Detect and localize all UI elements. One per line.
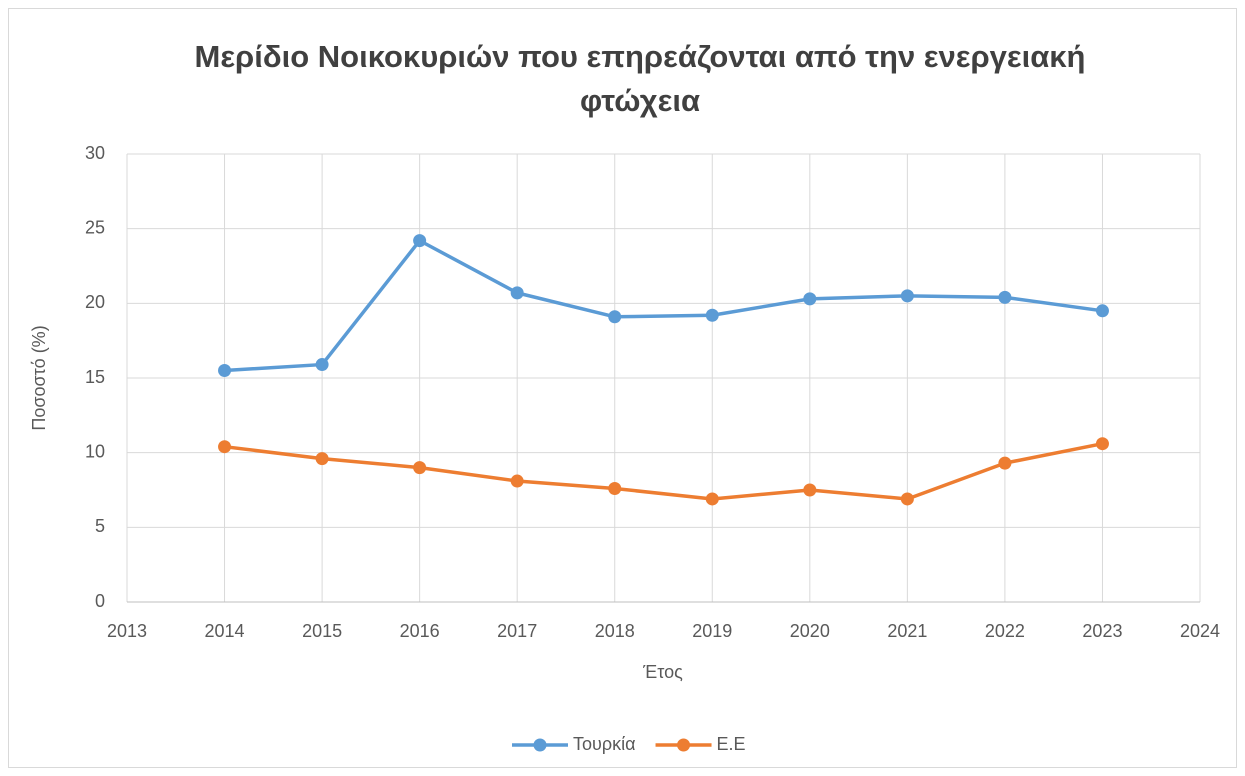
point	[705, 492, 719, 506]
x-tick-label: 2018	[595, 621, 635, 641]
x-tick-label: 2014	[205, 621, 245, 641]
legend-marker	[533, 738, 547, 752]
x-tick-label: 2013	[107, 621, 147, 641]
point	[900, 289, 914, 303]
point	[315, 452, 329, 466]
point	[998, 456, 1012, 470]
y-tick-label: 25	[85, 217, 105, 237]
y-tick-label: 30	[85, 143, 105, 163]
x-tick-label: 2016	[400, 621, 440, 641]
x-tick-label: 2017	[497, 621, 537, 641]
point	[413, 461, 427, 475]
point	[608, 482, 622, 496]
point	[1095, 437, 1109, 451]
point	[315, 358, 329, 372]
point	[998, 290, 1012, 304]
point	[510, 286, 524, 300]
point	[218, 364, 232, 378]
x-tick-label: 2021	[887, 621, 927, 641]
y-tick-label: 20	[85, 292, 105, 312]
x-tick-label: 2024	[1180, 621, 1220, 641]
line	[224, 238, 1103, 373]
point	[413, 234, 427, 248]
point	[900, 492, 914, 506]
x-tick-label: 2020	[790, 621, 830, 641]
y-tick-label: 5	[95, 516, 105, 536]
legend-label: Τουρκία	[573, 734, 636, 754]
chart-title: Μερίδιο Νοικοκυριών που επηρεάζονται από…	[194, 39, 1086, 118]
y-tick-label: 10	[85, 441, 105, 461]
x-tick-label: 2022	[985, 621, 1025, 641]
x-tick-label: 2023	[1082, 621, 1122, 641]
x-tick-label: 2019	[692, 621, 732, 641]
point	[803, 483, 817, 497]
point	[705, 308, 719, 322]
chart-border	[8, 8, 1237, 768]
legend-label: Ε.Ε	[717, 734, 746, 754]
point	[803, 292, 817, 306]
x-tick-label: 2015	[302, 621, 342, 641]
point	[510, 474, 524, 488]
point	[608, 310, 622, 324]
line	[224, 441, 1103, 501]
y-axis-label: Ποσοστό (%)	[29, 325, 49, 430]
point	[218, 440, 232, 454]
legend-marker	[677, 738, 691, 752]
y-tick-label: 15	[85, 367, 105, 387]
point	[1095, 304, 1109, 318]
y-tick-label: 0	[95, 591, 105, 611]
x-axis-label: Έτος	[642, 662, 683, 682]
